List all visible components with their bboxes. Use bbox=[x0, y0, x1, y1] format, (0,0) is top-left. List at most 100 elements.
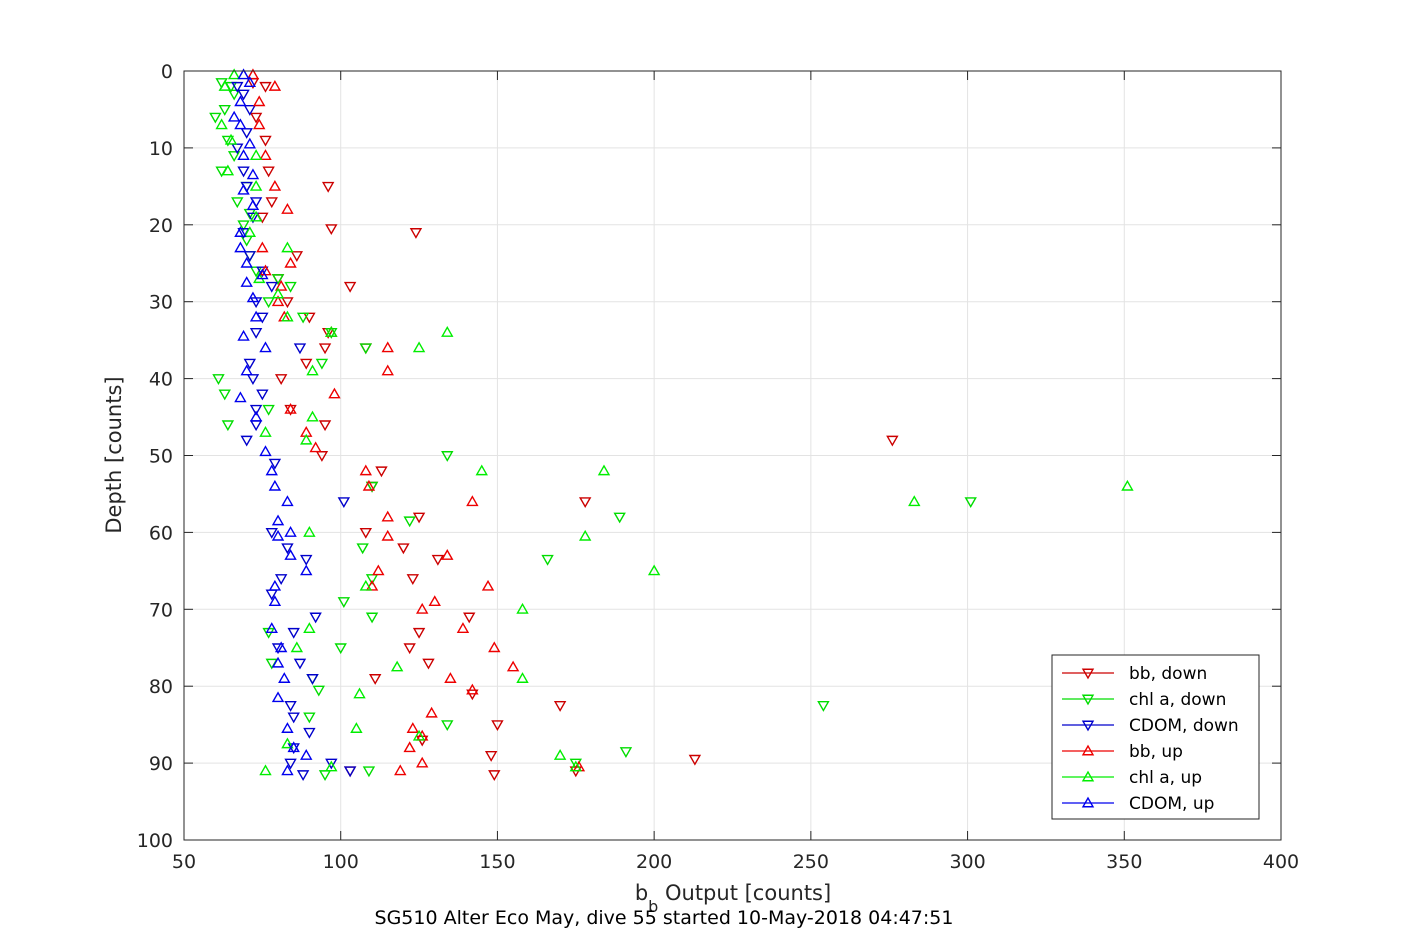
data-point bbox=[231, 197, 244, 209]
data-point bbox=[553, 700, 567, 712]
data-point bbox=[274, 374, 288, 386]
data-point bbox=[259, 341, 272, 353]
data-point bbox=[613, 512, 626, 524]
data-point bbox=[243, 358, 257, 370]
data-point bbox=[259, 135, 272, 147]
data-point bbox=[253, 95, 266, 107]
data-point bbox=[303, 525, 316, 537]
data-point bbox=[284, 525, 297, 537]
data-point bbox=[284, 256, 297, 268]
data-point bbox=[271, 643, 285, 655]
data-point bbox=[441, 720, 454, 732]
data-point bbox=[271, 295, 285, 307]
data-point bbox=[325, 326, 338, 337]
data-point bbox=[243, 76, 257, 87]
data-point bbox=[259, 445, 272, 457]
data-point bbox=[227, 151, 241, 163]
y-tick-label: 40 bbox=[149, 369, 173, 391]
data-point bbox=[234, 241, 247, 253]
data-point bbox=[234, 391, 247, 403]
data-point bbox=[256, 266, 269, 278]
data-point bbox=[262, 297, 275, 309]
data-point bbox=[315, 358, 329, 370]
data-point bbox=[466, 495, 479, 507]
data-point bbox=[506, 660, 520, 672]
data-point bbox=[362, 766, 376, 778]
data-point bbox=[303, 312, 316, 324]
data-point bbox=[359, 579, 372, 591]
data-point bbox=[481, 579, 495, 591]
data-point bbox=[381, 341, 394, 353]
data-point bbox=[300, 564, 313, 576]
data-point bbox=[422, 658, 435, 670]
data-point bbox=[412, 341, 426, 353]
legend: bb, down chl a, down CDOM, down bb, up chl a… bbox=[1051, 654, 1260, 820]
data-point bbox=[306, 410, 319, 422]
y-axis-label: Depth [counts] bbox=[102, 376, 126, 533]
data-point bbox=[1121, 479, 1134, 491]
data-point bbox=[403, 643, 416, 655]
x-axis-label-subscript: b bbox=[648, 897, 658, 916]
data-point bbox=[488, 770, 501, 782]
data-point bbox=[321, 181, 335, 193]
data-point bbox=[265, 281, 278, 293]
data-point bbox=[274, 641, 288, 653]
data-point bbox=[359, 527, 372, 539]
data-point bbox=[337, 497, 351, 509]
series-2 bbox=[231, 81, 357, 782]
data-point bbox=[491, 720, 504, 732]
data-point bbox=[406, 574, 420, 585]
data-point bbox=[237, 166, 250, 178]
data-point bbox=[218, 105, 231, 116]
data-point bbox=[381, 510, 394, 522]
data-point bbox=[234, 118, 247, 130]
data-point bbox=[237, 89, 250, 101]
data-point bbox=[365, 574, 379, 585]
data-point bbox=[259, 149, 272, 161]
data-point bbox=[359, 464, 372, 476]
x-axis-label-rest: Output [counts] bbox=[658, 881, 831, 905]
data-point bbox=[246, 199, 260, 211]
data-point bbox=[578, 529, 592, 541]
x-tick-label: 100 bbox=[323, 851, 359, 873]
data-point bbox=[886, 435, 899, 447]
data-point bbox=[281, 722, 294, 733]
data-point bbox=[249, 404, 263, 416]
legend-marker bbox=[1081, 694, 1095, 706]
axis-ticks: 50 100 150 200 250 300 350 40001020304050607080… bbox=[137, 61, 1299, 873]
data-point bbox=[243, 105, 257, 116]
data-point bbox=[688, 754, 702, 766]
data-point bbox=[287, 741, 300, 753]
data-point bbox=[328, 387, 341, 399]
data-point bbox=[265, 527, 278, 539]
data-point bbox=[265, 464, 278, 476]
data-point bbox=[268, 595, 282, 607]
data-point bbox=[256, 268, 269, 280]
data-point bbox=[271, 656, 285, 668]
data-point bbox=[281, 297, 294, 309]
data-point bbox=[215, 118, 228, 130]
data-point bbox=[246, 168, 260, 180]
data-point bbox=[412, 627, 426, 639]
data-point bbox=[293, 658, 307, 670]
data-point bbox=[325, 758, 338, 770]
data-point bbox=[249, 410, 263, 422]
data-point bbox=[287, 712, 300, 724]
data-point bbox=[394, 764, 407, 776]
data-point bbox=[246, 212, 260, 224]
data-point bbox=[484, 750, 498, 762]
y-tick-label: 0 bbox=[161, 61, 173, 83]
data-point bbox=[908, 495, 921, 507]
data-point bbox=[256, 241, 269, 253]
data-point bbox=[284, 758, 297, 770]
data-point bbox=[240, 435, 253, 447]
data-point bbox=[212, 374, 225, 386]
data-point bbox=[300, 433, 313, 445]
data-point bbox=[249, 179, 263, 191]
data-point bbox=[428, 595, 441, 607]
data-point bbox=[281, 737, 294, 749]
data-point bbox=[475, 464, 488, 476]
data-point bbox=[240, 364, 253, 376]
data-point bbox=[274, 279, 288, 291]
data-point bbox=[303, 622, 316, 633]
